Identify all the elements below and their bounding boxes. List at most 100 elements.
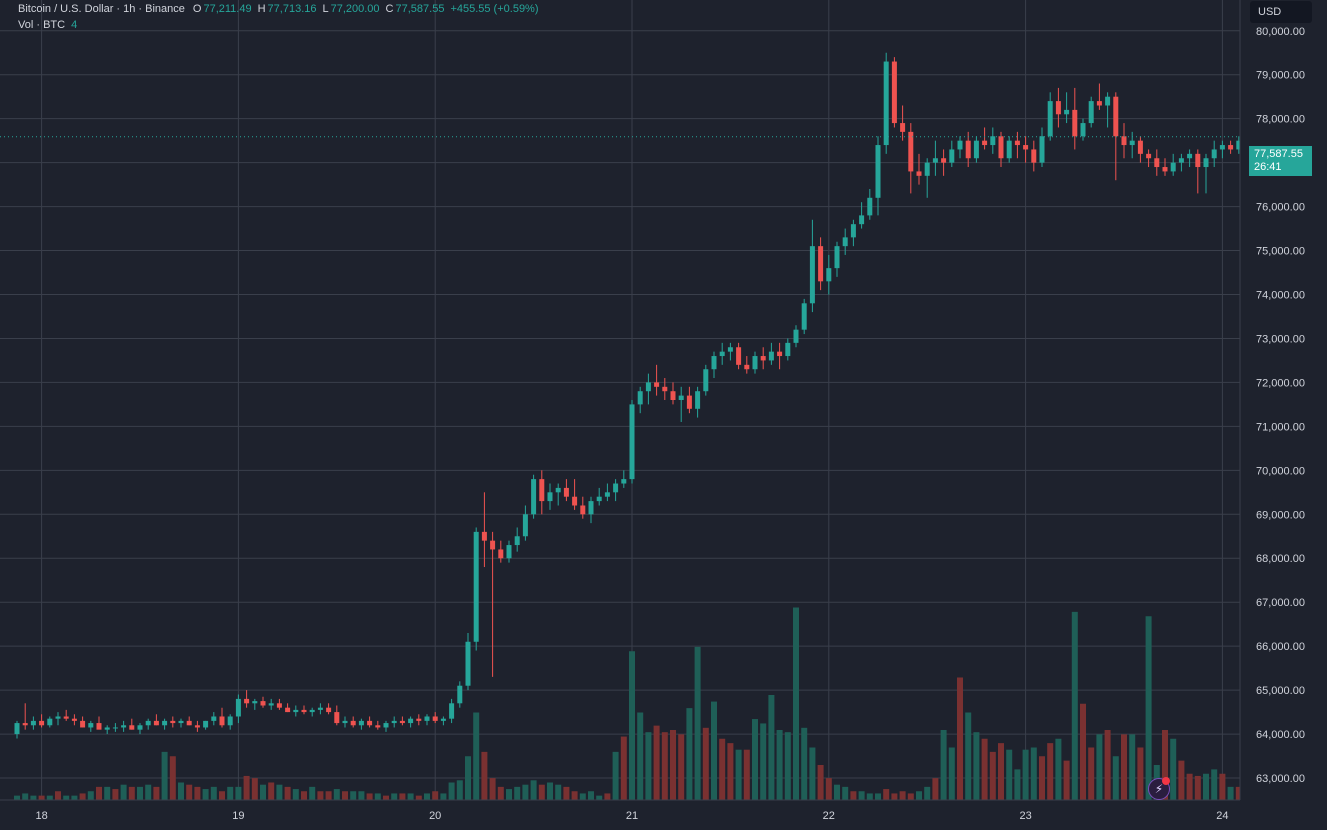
candle-body <box>121 725 127 728</box>
volume-bar <box>1137 747 1144 800</box>
volume-bar <box>1203 773 1209 800</box>
volume-bar <box>194 786 201 800</box>
candle-body <box>293 709 299 713</box>
candle-body <box>932 158 938 163</box>
volume-bar <box>1121 734 1127 800</box>
volume-bar <box>948 747 955 800</box>
volume-bar <box>374 793 381 800</box>
candle-body <box>55 716 61 719</box>
volume-bar <box>1219 773 1226 800</box>
volume-bar <box>227 786 234 800</box>
volume-bar <box>1030 747 1037 800</box>
volume-bar <box>686 708 693 800</box>
volume-bar <box>965 712 972 800</box>
volume-bar <box>522 784 529 800</box>
candle-body <box>621 479 627 484</box>
volume-bar <box>596 795 603 800</box>
candle-body <box>1080 123 1086 137</box>
volume-bar <box>588 791 594 800</box>
candle-body <box>260 701 266 706</box>
candle-body <box>1154 158 1160 168</box>
candle-body <box>793 329 799 343</box>
candle-body <box>1006 140 1012 159</box>
volume-bar <box>1162 730 1168 800</box>
candle-body <box>334 712 340 724</box>
candle-body <box>719 351 725 357</box>
candle-body <box>900 123 906 132</box>
candlesticks <box>14 52 1327 739</box>
volume-bar <box>399 793 406 800</box>
volume-bar <box>547 782 553 800</box>
candle-body <box>973 140 979 159</box>
candle-body <box>194 725 200 728</box>
candle-body <box>1195 153 1201 168</box>
volume-legend[interactable]: Vol · BTC 4 <box>18 19 77 31</box>
candle-body <box>1064 109 1070 115</box>
candle-body <box>457 685 463 704</box>
volume-bar <box>989 751 996 800</box>
candle-body <box>850 224 856 238</box>
candle-body <box>219 716 225 726</box>
volume-bar <box>424 793 430 800</box>
volume-bar <box>161 751 168 800</box>
price-axis[interactable]: 80,000.0079,000.0078,000.0077,000.0076,0… <box>1256 26 1305 785</box>
volume-bar <box>760 723 767 800</box>
candle-body <box>285 707 291 713</box>
volume-bar <box>768 695 775 800</box>
volume-bar <box>776 730 783 800</box>
volume-bar <box>1211 769 1218 800</box>
low-label: L <box>322 3 329 15</box>
volume-bar <box>30 795 37 800</box>
price-tick-label: 79,000.00 <box>1256 70 1305 82</box>
low-value: 77,200.00 <box>330 3 380 15</box>
time-tick-label: 20 <box>429 810 441 822</box>
volume-bar <box>702 727 709 800</box>
volume-bar <box>465 756 471 800</box>
volume-bar <box>998 743 1004 800</box>
volume-bar <box>87 791 94 800</box>
symbol-title[interactable]: Bitcoin / U.S. Dollar · 1h · Binance <box>18 3 185 15</box>
volume-bar <box>793 607 799 800</box>
volume-bar <box>456 780 463 800</box>
volume-bar <box>366 793 373 800</box>
candle-body <box>703 369 709 392</box>
volume-bar <box>538 784 545 800</box>
candle-body <box>145 720 151 726</box>
candle-body <box>104 727 110 730</box>
time-axis[interactable]: 18 19 20 21 22 23 24 <box>35 810 1228 822</box>
candle-body <box>490 540 496 550</box>
volume-bar <box>309 786 316 800</box>
candle-body <box>908 131 914 172</box>
candle-body <box>982 140 988 146</box>
time-tick-label: 19 <box>232 810 244 822</box>
price-tick-label: 73,000.00 <box>1256 333 1305 345</box>
volume-bar <box>1006 749 1013 800</box>
price-tick-label: 76,000.00 <box>1256 202 1305 214</box>
candle-body <box>211 716 217 721</box>
volume-bar <box>268 782 275 800</box>
candle-body <box>580 505 586 515</box>
candle-body <box>1023 145 1029 150</box>
candle-body <box>875 145 881 198</box>
candle-body <box>1072 109 1078 137</box>
volume-bar <box>407 793 414 800</box>
currency-button[interactable]: USD <box>1250 1 1312 23</box>
candle-body <box>399 720 405 724</box>
candle-body <box>531 479 537 515</box>
candle-body <box>30 720 36 726</box>
volume-bar <box>391 793 398 800</box>
candle-body <box>768 351 774 361</box>
candle-body <box>1236 140 1242 150</box>
lightning-bolt-icon[interactable]: ⚡ <box>1148 777 1170 800</box>
volume-bar <box>907 793 914 800</box>
candle-body <box>842 237 848 247</box>
candle-body <box>227 716 233 726</box>
candle-body <box>883 61 889 146</box>
volume-bar <box>850 791 857 800</box>
volume-bar <box>22 793 29 800</box>
volume-bar <box>924 786 931 800</box>
volume-bar <box>128 786 135 800</box>
price-tick-label: 74,000.00 <box>1256 290 1305 302</box>
volume-bar <box>1096 734 1103 800</box>
